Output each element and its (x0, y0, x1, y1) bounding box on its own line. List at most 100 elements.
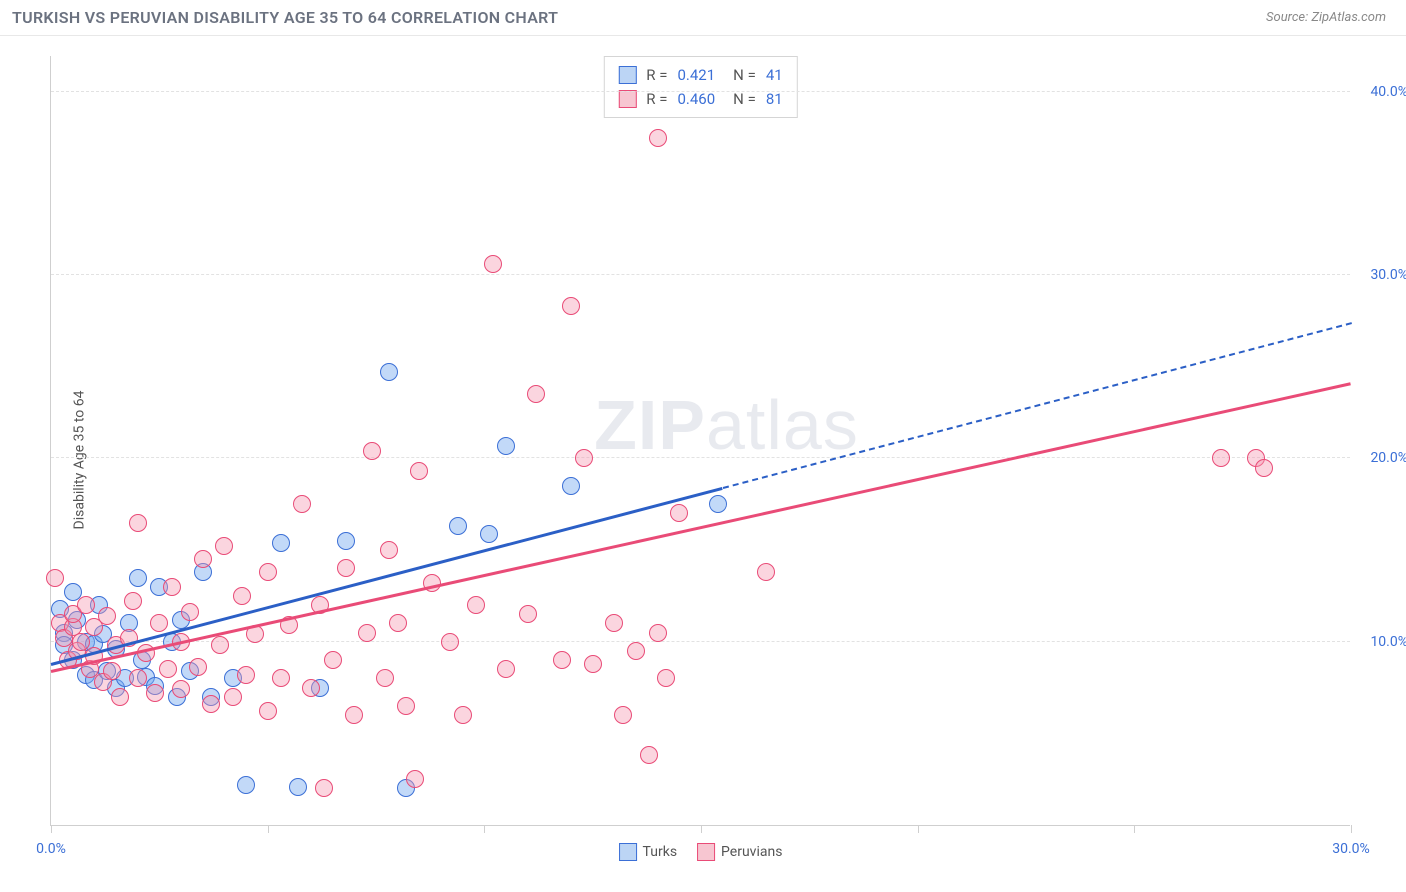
legend-swatch-peruvians (618, 90, 636, 108)
data-point (111, 688, 129, 706)
gridline (51, 641, 1350, 642)
x-tick-mark (1134, 825, 1135, 833)
watermark: ZIPatlas (594, 385, 859, 465)
data-point (98, 607, 116, 625)
data-point (72, 633, 90, 651)
data-point (358, 624, 376, 642)
data-point (441, 633, 459, 651)
data-point (259, 702, 277, 720)
data-point (146, 684, 164, 702)
legend-row-turks: R = 0.421 N = 41 (618, 63, 782, 87)
data-point (519, 605, 537, 623)
data-point (293, 495, 311, 513)
x-tick-mark (701, 825, 702, 833)
data-point (363, 442, 381, 460)
data-point (757, 563, 775, 581)
data-point (376, 669, 394, 687)
gridline (51, 91, 1350, 92)
legend-swatch-turks (618, 66, 636, 84)
x-tick-mark (1351, 825, 1352, 833)
data-point (46, 569, 64, 587)
data-point (302, 679, 320, 697)
data-point (129, 669, 147, 687)
data-point (129, 569, 147, 587)
data-point (129, 514, 147, 532)
chart-title: TURKISH VS PERUVIAN DISABILITY AGE 35 TO… (12, 8, 558, 27)
gridline (51, 274, 1350, 275)
data-point (497, 660, 515, 678)
data-point (484, 255, 502, 273)
x-tick-mark (51, 825, 52, 833)
data-point (406, 770, 424, 788)
data-point (480, 525, 498, 543)
chart-source: Source: ZipAtlas.com (1266, 10, 1386, 25)
data-point (497, 437, 515, 455)
data-point (315, 779, 333, 797)
data-point (172, 680, 190, 698)
data-point (1255, 459, 1273, 477)
y-tick-label: 10.0% (1370, 634, 1406, 650)
data-point (389, 614, 407, 632)
series-legend-peruvians: Peruvians (697, 843, 782, 861)
data-point (627, 642, 645, 660)
data-point (194, 550, 212, 568)
data-point (289, 778, 307, 796)
series-legend: Turks Peruvians (619, 843, 783, 861)
series-swatch-peruvians (697, 843, 715, 861)
data-point (237, 776, 255, 794)
data-point (103, 662, 121, 680)
data-point (324, 651, 342, 669)
data-point (709, 495, 727, 513)
data-point (397, 697, 415, 715)
y-tick-label: 40.0% (1370, 84, 1406, 100)
data-point (272, 669, 290, 687)
x-tick-mark (484, 825, 485, 833)
chart-area: Disability Age 35 to 64 ZIPatlas R = 0.4… (0, 36, 1406, 884)
data-point (553, 651, 571, 669)
gridline (51, 457, 1350, 458)
data-point (670, 504, 688, 522)
x-tick-label: 30.0% (1332, 841, 1370, 857)
data-point (224, 688, 242, 706)
data-point (575, 449, 593, 467)
data-point (614, 706, 632, 724)
data-point (202, 695, 220, 713)
data-point (345, 706, 363, 724)
data-point (77, 596, 95, 614)
y-tick-label: 20.0% (1370, 450, 1406, 466)
data-point (467, 596, 485, 614)
data-point (649, 129, 667, 147)
data-point (163, 578, 181, 596)
data-point (233, 587, 251, 605)
x-tick-mark (918, 825, 919, 833)
data-point (380, 363, 398, 381)
data-point (259, 563, 277, 581)
data-point (380, 541, 398, 559)
chart-header: TURKISH VS PERUVIAN DISABILITY AGE 35 TO… (0, 0, 1406, 36)
data-point (657, 669, 675, 687)
data-point (272, 534, 290, 552)
data-point (337, 532, 355, 550)
data-point (562, 477, 580, 495)
data-point (124, 592, 142, 610)
x-tick-mark (268, 825, 269, 833)
data-point (562, 297, 580, 315)
data-point (649, 624, 667, 642)
data-point (449, 517, 467, 535)
data-point (150, 614, 168, 632)
series-swatch-turks (619, 843, 637, 861)
data-point (410, 462, 428, 480)
data-point (337, 559, 355, 577)
data-point (527, 385, 545, 403)
plot-area: ZIPatlas R = 0.421 N = 41 R = 0.460 N = … (50, 56, 1350, 826)
data-point (159, 660, 177, 678)
data-point (1212, 449, 1230, 467)
trend-line (51, 382, 1352, 673)
data-point (215, 537, 233, 555)
data-point (605, 614, 623, 632)
trend-line (51, 486, 723, 665)
data-point (181, 603, 199, 621)
data-point (237, 666, 255, 684)
data-point (454, 706, 472, 724)
series-legend-turks: Turks (619, 843, 678, 861)
